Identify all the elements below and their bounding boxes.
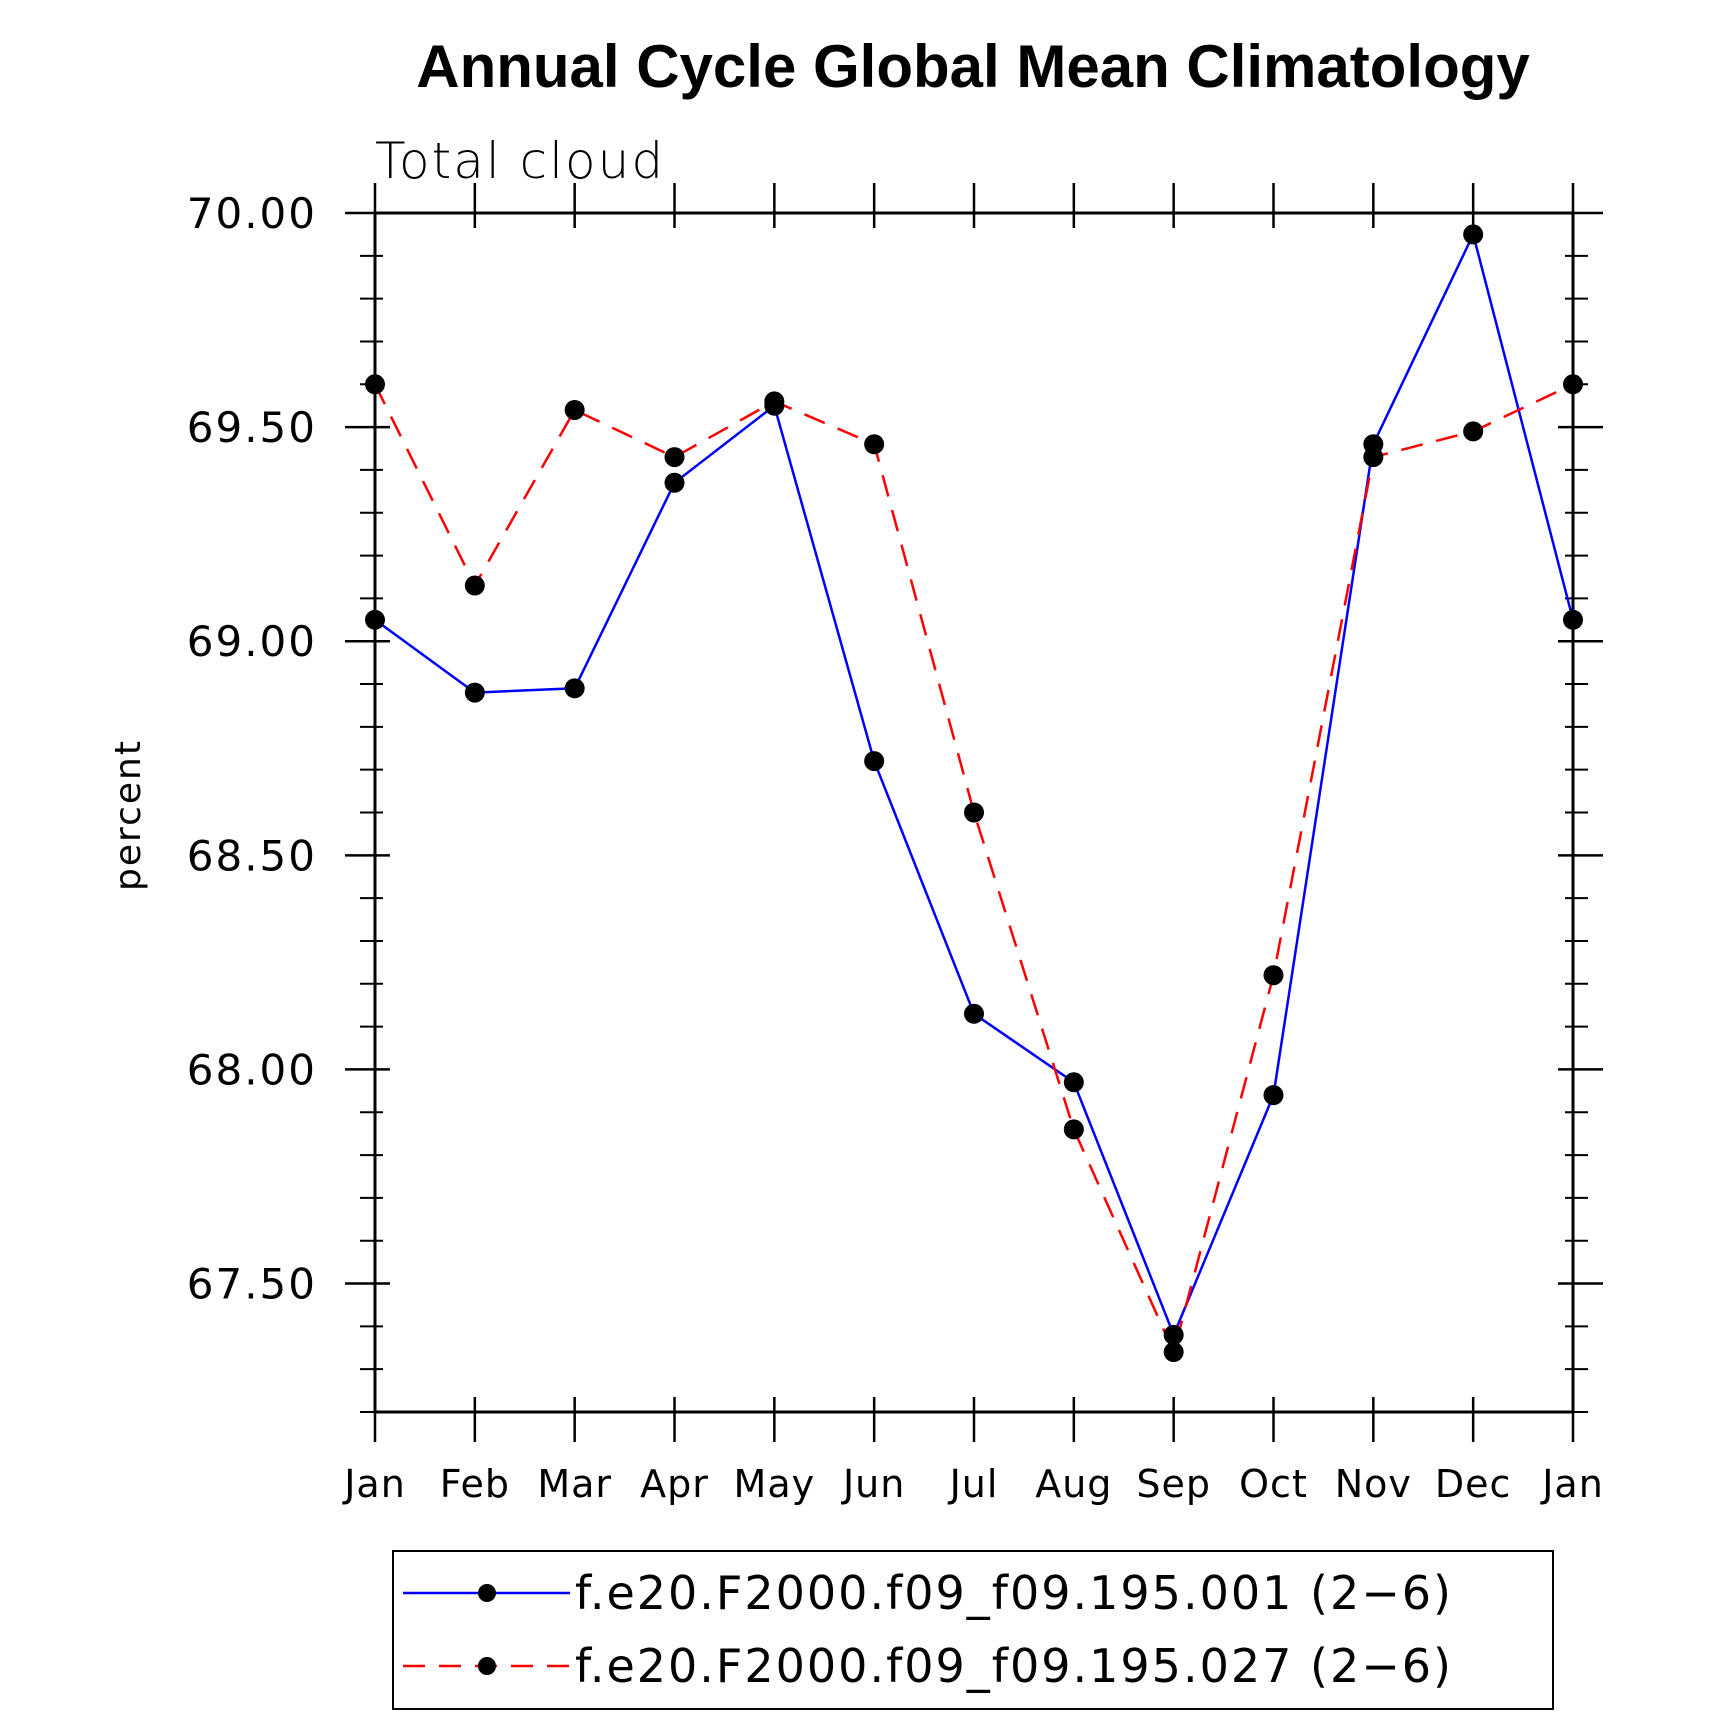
data-point-series-2	[564, 399, 585, 420]
data-point-series-2	[1063, 1119, 1084, 1140]
x-tick-label: Oct	[1239, 1462, 1308, 1506]
data-point-series-2	[964, 802, 984, 823]
data-point-series-1	[1563, 609, 1583, 630]
data-point-series-2	[1563, 374, 1583, 395]
data-point-series-2	[365, 374, 385, 395]
data-point-series-2	[1163, 1342, 1184, 1363]
legend-label-series-2: f.e20.F2000.f09_f09.195.027 (2−6)	[575, 1639, 1453, 1693]
series-markers	[365, 224, 1583, 1363]
data-point-series-2	[1463, 421, 1484, 442]
data-point-series-1	[365, 609, 385, 630]
x-tick-label: Aug	[1035, 1462, 1112, 1506]
data-point-series-1	[1163, 1324, 1184, 1345]
x-tick-label: Nov	[1335, 1462, 1412, 1506]
x-tick-label: Jan	[342, 1462, 406, 1506]
series-lines	[373, 230, 1575, 1356]
y-tick-labels: 67.50 68.00 68.50 69.00 69.50 70.00	[187, 189, 317, 1309]
legend-box	[392, 1550, 1554, 1710]
data-point-series-2	[1363, 447, 1384, 468]
legend-marker-series-2	[478, 1657, 496, 1675]
x-tick-label: Dec	[1435, 1462, 1512, 1506]
data-point-series-2	[464, 575, 485, 596]
data-point-series-2	[764, 391, 785, 412]
legend: f.e20.F2000.f09_f09.195.001 (2−6) f.e20.…	[392, 1550, 1554, 1710]
data-point-series-2	[664, 447, 685, 468]
data-point-series-1	[864, 751, 885, 772]
data-point-series-2	[864, 434, 885, 455]
y-tick-label: 69.50	[187, 403, 317, 452]
data-point-series-1	[464, 682, 485, 703]
series-line-1	[374, 230, 1575, 1339]
x-tick-label: Apr	[640, 1462, 709, 1506]
chart-subtitle: Total cloud	[375, 132, 665, 190]
y-tick-label: 70.00	[187, 189, 317, 238]
x-tick-label: May	[734, 1462, 816, 1506]
x-tick-labels: Jan Feb Mar Apr May Jun Jul Aug Sep Oct Nov Dec Jan	[342, 1462, 1604, 1506]
x-tick-label: Jul	[948, 1462, 999, 1506]
y-tick-label: 68.00	[187, 1045, 317, 1094]
y-tick-label: 67.50	[187, 1260, 317, 1309]
legend-label-series-1: f.e20.F2000.f09_f09.195.001 (2−6)	[575, 1566, 1453, 1620]
x-tick-label: Jan	[1540, 1462, 1604, 1506]
x-tick-label: Jun	[841, 1462, 905, 1506]
data-point-series-2	[1263, 965, 1284, 986]
data-point-series-1	[1063, 1072, 1084, 1093]
series-line-2	[373, 383, 1574, 1356]
data-point-series-1	[964, 1003, 984, 1024]
data-point-series-1	[564, 678, 585, 699]
x-tick-label: Mar	[537, 1462, 612, 1506]
data-point-series-1	[664, 472, 685, 493]
x-tick-label: Feb	[440, 1462, 510, 1506]
data-point-series-1	[1463, 224, 1484, 245]
x-tick-label: Sep	[1136, 1462, 1211, 1506]
y-axis-label: percent	[108, 739, 149, 891]
axis-ticks	[345, 183, 1603, 1442]
y-tick-label: 69.00	[187, 617, 317, 666]
data-point-series-1	[1263, 1085, 1284, 1106]
chart-title: Annual Cycle Global Mean Climatology	[416, 33, 1530, 100]
y-tick-label: 68.50	[187, 831, 317, 880]
legend-marker-series-1	[478, 1584, 496, 1602]
